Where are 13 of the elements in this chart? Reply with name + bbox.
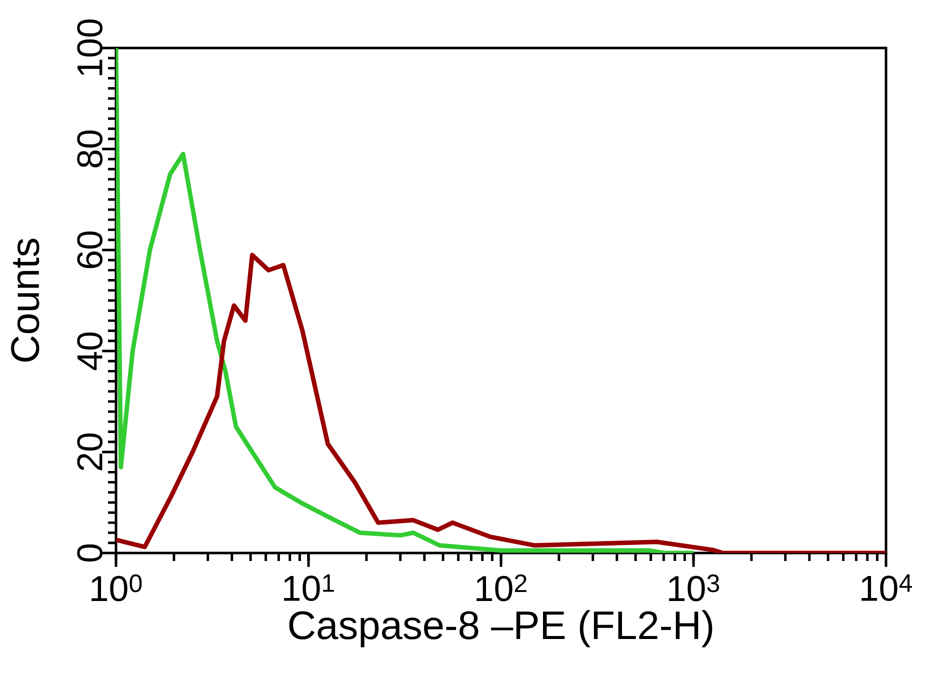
- y-tick-label: 0: [77, 544, 103, 562]
- x-axis-title: Caspase-8 –PE (FL2-H): [289, 610, 712, 648]
- y-tick-label: 40: [77, 332, 103, 370]
- y-tick-label: 20: [77, 433, 103, 470]
- x-tick-label: 10$^{4}$: [862, 574, 912, 602]
- x-tick-label: 10$^{0}$: [92, 574, 142, 602]
- x-tick-label: 10$^{2}$: [476, 574, 526, 602]
- y-tick-label: 80: [77, 130, 103, 168]
- y-axis-title: Counts: [11, 238, 40, 362]
- y-tick-label: 100: [77, 19, 103, 76]
- x-tick-label: 10$^{1}$: [284, 574, 334, 602]
- x-tick-label: 10$^{3}$: [669, 574, 720, 602]
- y-tick-label: 60: [77, 231, 103, 268]
